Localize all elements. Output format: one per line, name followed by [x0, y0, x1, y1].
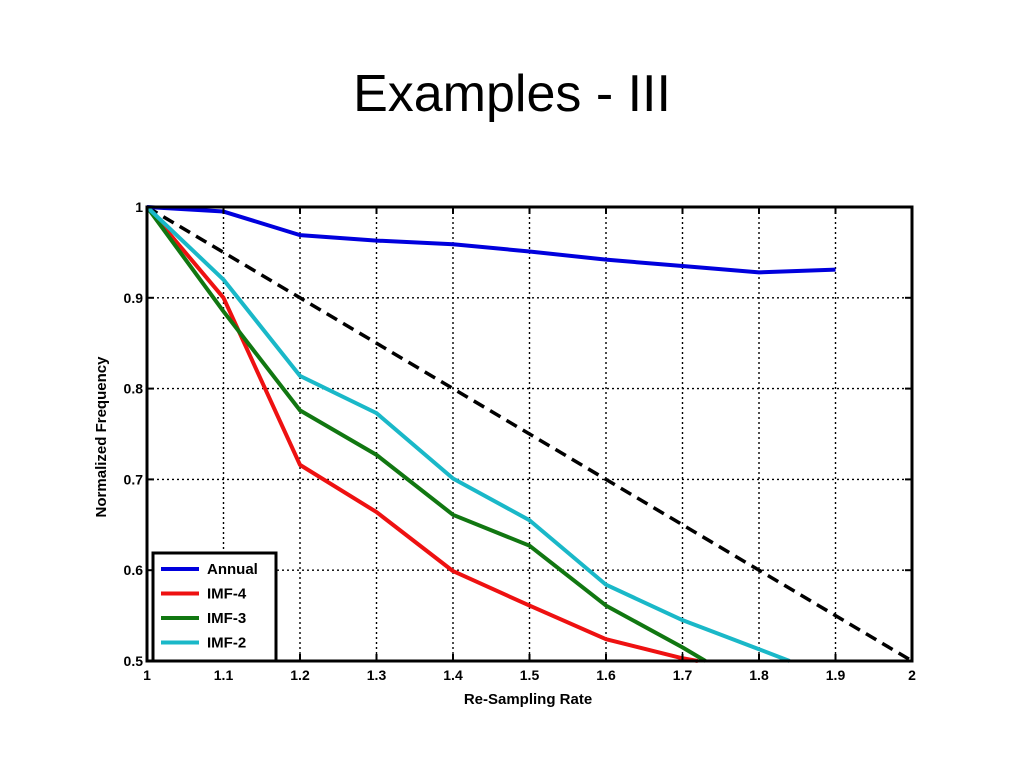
x-tick-label: 1.9 — [826, 667, 846, 683]
legend: Annual IMF-4 IMF-3 IMF-2 — [151, 551, 278, 663]
y-tick-label: 0.6 — [124, 562, 144, 578]
slide-title: Examples - III — [353, 65, 671, 123]
x-tick-label: 1.4 — [443, 667, 463, 683]
series-line-imf-3 — [145, 205, 707, 663]
y-tick-label: 0.9 — [124, 290, 144, 306]
x-tick-label: 1 — [143, 667, 151, 683]
x-tick-label: 1.3 — [367, 667, 387, 683]
x-tick-label: 1.5 — [520, 667, 540, 683]
x-tick-label: 1.2 — [290, 667, 310, 683]
x-tick-label: 2 — [908, 667, 916, 683]
series-line-imf-2 — [145, 205, 791, 663]
y-axis-label: Normalized Frequency — [93, 356, 110, 518]
legend-label: IMF-2 — [207, 635, 246, 652]
series-line-annual — [146, 205, 836, 275]
x-tick-label: 1.7 — [673, 667, 693, 683]
y-tick-label: 1 — [135, 199, 143, 215]
x-tick-label: 1.6 — [596, 667, 616, 683]
legend-label: IMF-4 — [207, 586, 247, 603]
series-line-imf-4 — [145, 205, 699, 663]
reference-dashed-line — [146, 205, 913, 663]
y-tick-label: 0.7 — [124, 471, 144, 487]
tick-layer: 1 1.1 1.2 1.3 1.4 1.5 1.6 1.7 1.8 1.9 2 0.5 0.6 0.7 0.… — [124, 199, 917, 683]
y-tick-label: 0.8 — [124, 381, 144, 397]
x-tick-label: 1.1 — [214, 667, 234, 683]
x-axis-label: Re-Sampling Rate — [464, 691, 592, 708]
legend-label: Annual — [207, 561, 258, 578]
legend-label: IMF-3 — [207, 610, 246, 627]
y-tick-label: 0.5 — [124, 653, 144, 669]
x-tick-label: 1.8 — [749, 667, 769, 683]
series-layer — [145, 205, 913, 663]
